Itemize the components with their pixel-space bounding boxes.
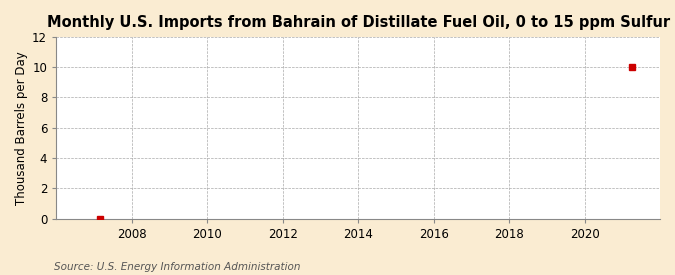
Y-axis label: Thousand Barrels per Day: Thousand Barrels per Day [15,51,28,205]
Title: Monthly U.S. Imports from Bahrain of Distillate Fuel Oil, 0 to 15 ppm Sulfur: Monthly U.S. Imports from Bahrain of Dis… [47,15,670,30]
Text: Source: U.S. Energy Information Administration: Source: U.S. Energy Information Administ… [54,262,300,272]
